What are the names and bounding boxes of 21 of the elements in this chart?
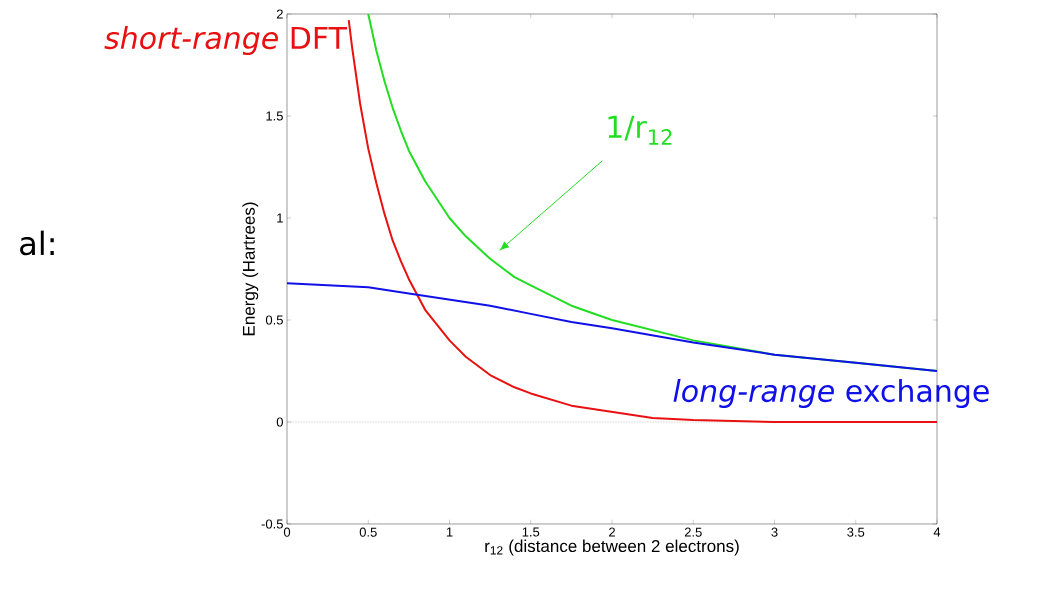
y-axis-title: Energy (Hartrees): [242, 202, 259, 336]
x-tick-label: 2.5: [684, 527, 702, 537]
x-tick-label: 0: [283, 527, 291, 537]
y-tick-label: 0: [276, 417, 283, 427]
x-tick-label: 4: [933, 527, 941, 537]
x-axis-title: r$_{12}$ (distance between 2 electrons): [485, 539, 739, 556]
x-tick-label: 1.5: [522, 527, 540, 537]
y-tick-label: 0.5: [265, 315, 283, 325]
y-tick-label: -0.5: [261, 519, 283, 529]
text: 1/r$_{12}$: [608, 115, 672, 145]
y-tick-label: 1: [277, 213, 283, 223]
x-tick-label: 0.5: [359, 527, 377, 537]
x-tick-label: 1: [446, 527, 453, 537]
x-tick-label: 2: [609, 527, 615, 537]
text: al:: [20, 230, 54, 256]
y-tick-label: 1.5: [266, 111, 283, 121]
series-label: short-range DFT: [104, 26, 348, 56]
series-label: long-range exchange: [673, 378, 989, 408]
y-tick-label: 2: [276, 9, 283, 19]
x-tick-label: 3.5: [847, 527, 865, 537]
x-tick-label: 3: [771, 527, 778, 537]
